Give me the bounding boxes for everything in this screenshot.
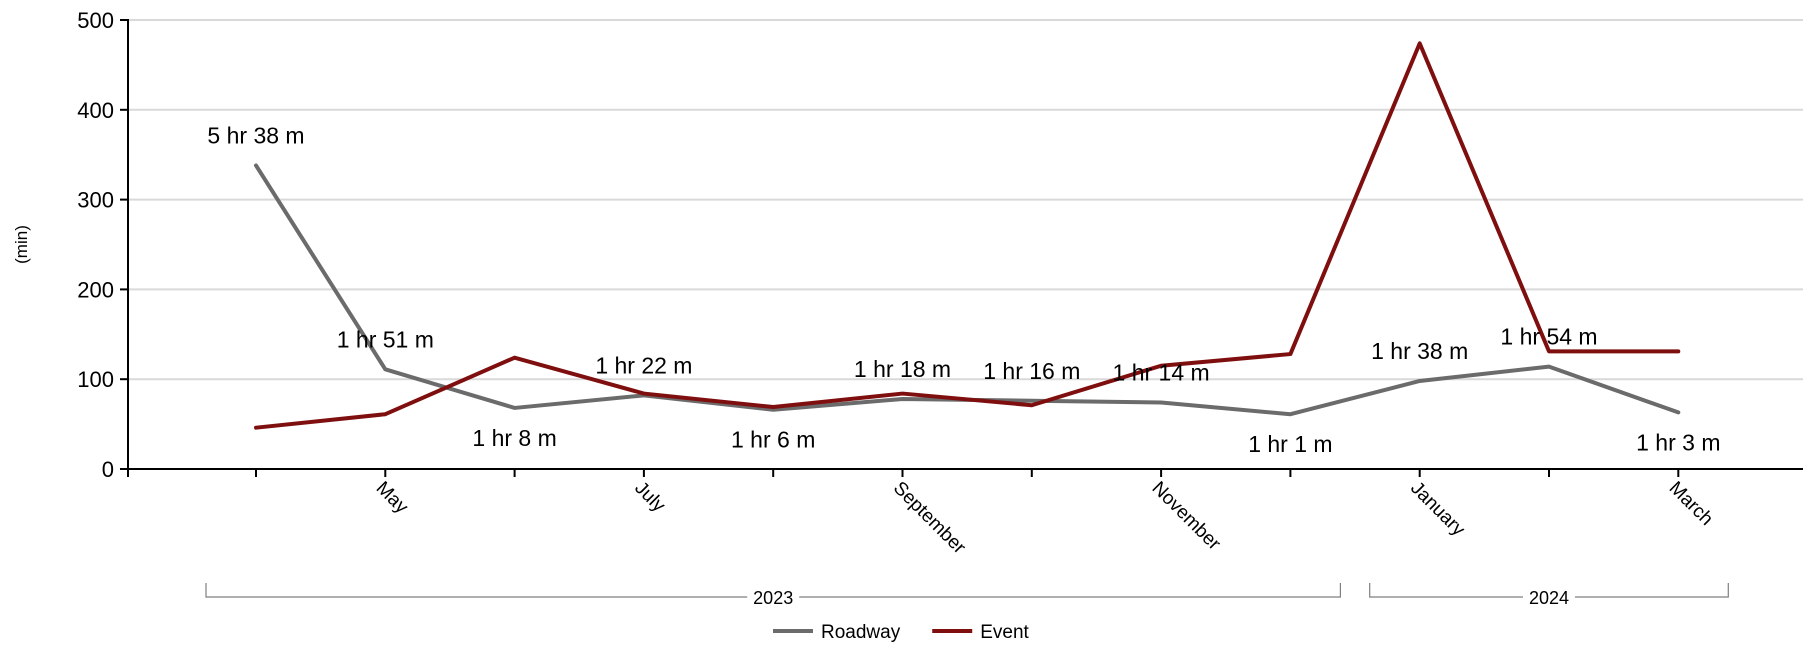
data-label: 1 hr 38 m [1371,338,1468,364]
year-bracket [799,583,1341,598]
data-label: 1 hr 54 m [1500,324,1597,350]
data-point-roadway [383,367,387,371]
data-point-event [383,412,387,416]
data-point-roadway [1418,379,1422,383]
data-point-roadway [1159,401,1163,405]
series-line-event [254,41,1681,430]
data-point-roadway [1288,412,1292,416]
data-point-event [1030,403,1034,407]
x-month-label: March [1665,478,1717,530]
data-point-event [642,392,646,396]
data-point-roadway [1676,410,1680,414]
data-label: 1 hr 14 m [1113,360,1210,386]
y-tick-label: 300 [77,188,114,213]
data-point-event [771,405,775,409]
x-month-label: July [630,478,669,517]
data-label: 1 hr 6 m [731,427,815,453]
x-month-label: September [889,478,970,559]
data-label: 1 hr 16 m [983,358,1080,384]
data-point-roadway [1547,365,1551,369]
data-point-event [1288,352,1292,356]
data-label: 5 hr 38 m [207,122,304,148]
series-lines [254,41,1681,430]
y-tick-label: 400 [77,98,114,123]
year-bracket [205,583,748,598]
data-point-roadway [254,163,258,167]
data-point-roadway [513,406,517,410]
data-point-roadway [1030,399,1034,403]
data-point-event [1418,41,1422,45]
x-month-label: November [1148,478,1225,555]
data-point-event [1547,349,1551,353]
data-point-roadway [901,397,904,401]
legend-label-event[interactable]: Event [980,622,1029,643]
year-label: 2024 [1529,588,1569,608]
legend-label-roadway[interactable]: Roadway [821,622,901,643]
x-month-label: May [372,478,413,519]
x-month-label: January [1406,478,1469,541]
data-label: 1 hr 51 m [337,326,434,352]
year-bracket [1575,583,1729,598]
data-labels: 5 hr 38 m 1 hr 51 m 1 hr 8 m 1 hr 22 m 1 hr … [207,122,1720,457]
data-label: 1 hr 18 m [854,356,951,382]
data-point-event [513,356,517,360]
data-point-event [1159,364,1163,368]
year-label: 2023 [753,588,793,608]
data-label: 1 hr 8 m [472,425,556,451]
y-axis-label: (min) [12,225,31,264]
y-tick-label: 0 [102,457,114,482]
data-label: 1 hr 22 m [595,352,692,378]
data-label: 1 hr 3 m [1636,429,1720,455]
axes: 0 100 200 300 400 500 (min) May July September Nov… [12,8,1803,608]
y-tick-label: 200 [77,277,114,302]
data-point-event [1676,349,1680,353]
y-tick-label: 500 [77,8,114,33]
data-point-event [254,426,258,430]
legend[interactable]: Roadway Event [773,622,1030,643]
data-point-roadway [771,408,775,412]
data-point-event [901,392,904,396]
year-bracket [1369,583,1523,598]
data-label: 1 hr 1 m [1248,431,1332,457]
y-tick-label: 100 [77,367,114,392]
